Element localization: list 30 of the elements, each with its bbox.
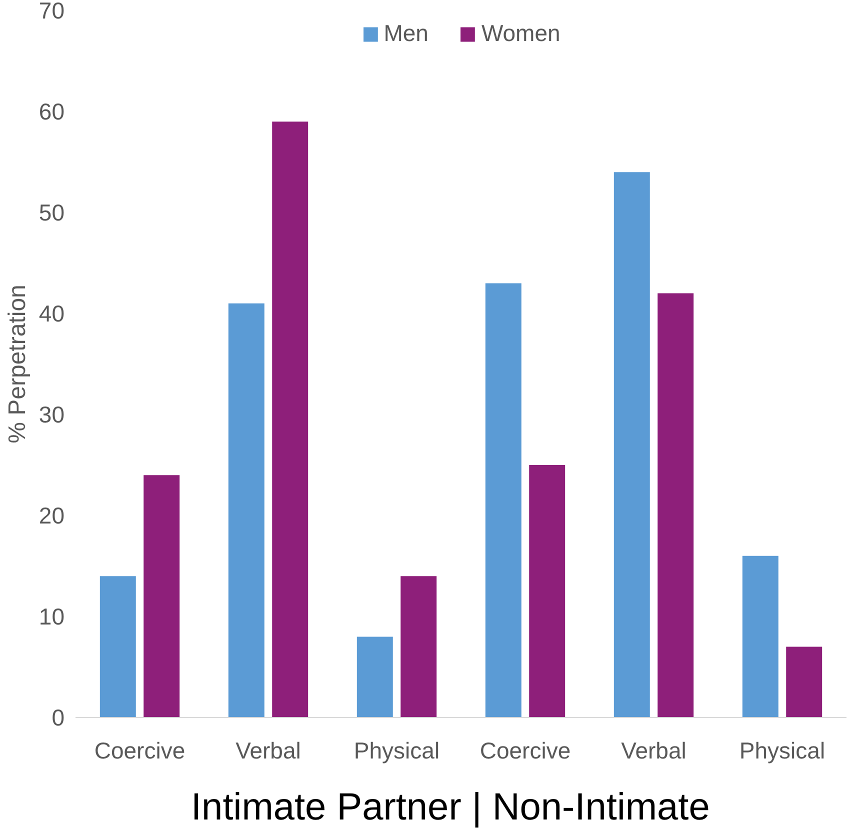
x-tick-label: Verbal xyxy=(621,738,686,764)
bar xyxy=(529,465,566,718)
legend-label: Women xyxy=(481,20,560,47)
y-tick-label: 60 xyxy=(38,98,65,124)
y-tick-label: 50 xyxy=(38,200,65,226)
legend-label: Men xyxy=(384,20,428,47)
x-tick-label: Verbal xyxy=(236,738,301,764)
x-axis-title: Intimate Partner | Non-Intimate xyxy=(191,786,710,828)
bar xyxy=(272,122,308,718)
y-tick-label: 70 xyxy=(38,0,65,24)
bar xyxy=(356,636,393,718)
bar xyxy=(742,556,778,718)
bar xyxy=(144,475,180,718)
y-axis-title: % Perpetration xyxy=(4,284,31,444)
bar xyxy=(228,303,264,718)
x-tick-label: Physical xyxy=(354,738,440,764)
bar xyxy=(100,576,136,718)
bar xyxy=(485,283,522,718)
bar xyxy=(400,576,437,718)
x-tick-label: Coercive xyxy=(94,738,186,764)
bar xyxy=(658,293,694,718)
y-tick-label: 10 xyxy=(38,604,65,630)
bar xyxy=(786,646,822,718)
x-tick-label: Physical xyxy=(739,738,826,764)
y-tick-label: 0 xyxy=(52,704,65,730)
y-tick-label: 20 xyxy=(38,502,65,528)
x-tick-label: Coercive xyxy=(480,738,571,764)
y-tick-label: 40 xyxy=(38,300,65,326)
bar xyxy=(614,172,650,718)
y-tick-label: 30 xyxy=(38,402,65,428)
